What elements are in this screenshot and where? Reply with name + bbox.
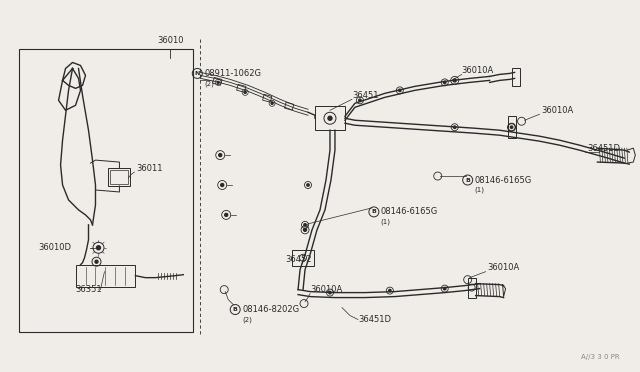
Circle shape (217, 81, 220, 83)
Text: 08911-1062G: 08911-1062G (204, 69, 261, 78)
Circle shape (225, 214, 228, 217)
Text: 36452: 36452 (285, 255, 312, 264)
Text: N: N (195, 71, 200, 76)
Text: 08146-8202G: 08146-8202G (242, 305, 300, 314)
Circle shape (399, 89, 401, 92)
Circle shape (97, 246, 100, 250)
Text: 36010A: 36010A (461, 66, 494, 75)
Circle shape (453, 79, 456, 82)
Text: B: B (233, 307, 237, 312)
Circle shape (303, 228, 307, 231)
Circle shape (454, 126, 456, 128)
Bar (19, 48, 193, 333)
Text: B: B (371, 209, 376, 214)
Circle shape (219, 154, 221, 157)
Bar (108, 168, 131, 186)
Text: 36451D: 36451D (358, 315, 391, 324)
Bar (292, 250, 314, 266)
Text: 36451: 36451 (352, 91, 378, 100)
Circle shape (388, 289, 391, 292)
Text: 08146-6165G: 08146-6165G (381, 208, 438, 217)
Circle shape (328, 116, 332, 120)
Bar (315, 106, 345, 130)
Text: 36010A: 36010A (488, 263, 520, 272)
Bar (212, 77, 222, 85)
Circle shape (444, 288, 446, 290)
Bar (508, 116, 516, 138)
Circle shape (304, 224, 306, 226)
Text: 08146-6165G: 08146-6165G (475, 176, 532, 185)
Text: 36011: 36011 (136, 164, 163, 173)
Bar (237, 84, 246, 92)
Bar (262, 94, 272, 102)
Circle shape (510, 126, 513, 128)
Text: (1): (1) (381, 219, 391, 225)
Text: 36010: 36010 (157, 36, 184, 45)
Circle shape (358, 99, 361, 102)
Text: 36451D: 36451D (588, 144, 620, 153)
Bar (76, 265, 136, 286)
Text: 36351: 36351 (76, 285, 102, 294)
Bar (468, 278, 476, 298)
Bar (285, 102, 294, 110)
Circle shape (95, 260, 98, 263)
Text: (2): (2) (204, 80, 214, 87)
Text: 36010A: 36010A (310, 285, 342, 294)
Circle shape (307, 184, 309, 186)
Circle shape (271, 102, 273, 104)
Text: 36010D: 36010D (38, 243, 72, 252)
Text: A//3 3 0 PR: A//3 3 0 PR (580, 355, 620, 360)
Bar (511, 68, 520, 86)
Text: 36010A: 36010A (541, 106, 574, 115)
Circle shape (329, 291, 331, 294)
Circle shape (221, 183, 224, 186)
Bar (111, 170, 129, 184)
Circle shape (444, 81, 446, 84)
Circle shape (244, 92, 246, 93)
Text: (2): (2) (242, 316, 252, 323)
Text: (1): (1) (475, 187, 484, 193)
Text: B: B (465, 177, 470, 183)
